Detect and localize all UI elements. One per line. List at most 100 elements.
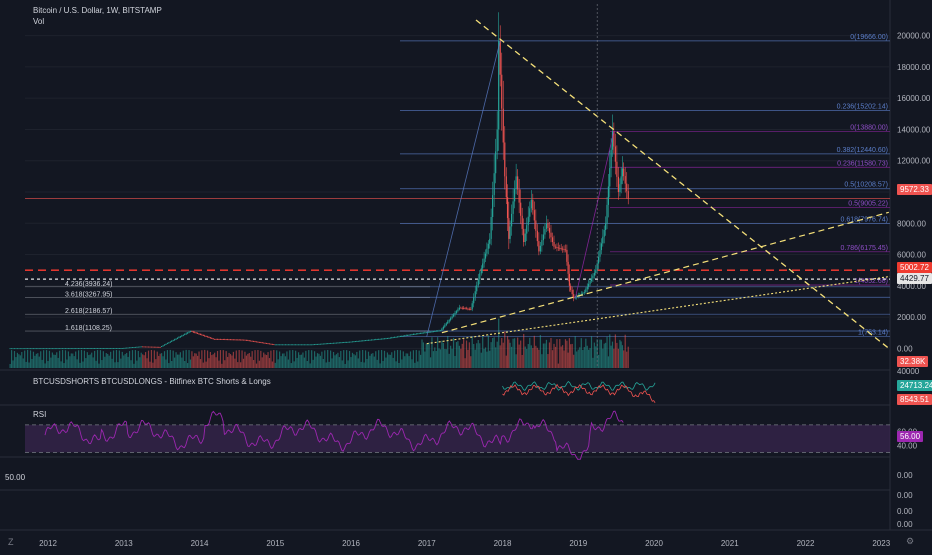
volume-bar [208, 358, 210, 368]
candle-body [527, 216, 529, 226]
volume-bar [520, 340, 522, 368]
volume-bar [624, 334, 626, 368]
candle-body [172, 340, 174, 341]
volume-bar [493, 337, 495, 368]
volume-bar [228, 352, 230, 368]
volume-bar [88, 355, 90, 368]
volume-bar [312, 359, 314, 368]
volume-bar [73, 356, 75, 368]
candle-body [79, 348, 81, 350]
volume-bar [244, 351, 246, 368]
candle-body [620, 176, 622, 185]
volume-bar [322, 358, 324, 368]
candle-body [508, 218, 510, 239]
time-tick-label: 2017 [418, 539, 436, 548]
candle-body [99, 348, 102, 349]
volume-bar [535, 345, 537, 368]
volume-bar [265, 355, 268, 368]
volume-bar [428, 342, 430, 368]
candle-body [386, 338, 389, 339]
volume-bar [351, 352, 354, 368]
candle-body [539, 245, 541, 252]
candle-body [161, 346, 163, 348]
volume-bar [143, 355, 145, 368]
volume-bar [59, 350, 61, 368]
volume-bar [248, 353, 250, 368]
volume-bar [398, 362, 400, 368]
volume-bar [255, 363, 258, 368]
volume-bar [414, 362, 416, 368]
candle-body [538, 241, 540, 252]
candle-body [441, 328, 443, 331]
candle-body [64, 348, 67, 350]
volume-bar [43, 350, 45, 368]
candle-body [476, 285, 478, 292]
candle-body [82, 348, 84, 350]
volume-bar [16, 352, 19, 368]
volume-bar [505, 355, 507, 368]
volume-bar [452, 337, 455, 368]
volume-bar [80, 350, 83, 368]
volume-bar [438, 348, 440, 368]
candle-body [191, 331, 193, 332]
volume-bar [134, 350, 137, 368]
volume-bar [607, 356, 609, 368]
candle-body [545, 223, 548, 229]
candle-body [115, 348, 118, 349]
candle-body [234, 339, 236, 341]
candle-body [284, 344, 287, 346]
candle-body [417, 333, 419, 335]
candle-body [89, 348, 91, 349]
volume-bar [378, 350, 380, 368]
volume-bar [455, 342, 458, 368]
volume-bar [445, 349, 447, 368]
zoom-icon[interactable]: Z [8, 537, 14, 547]
candle-body [50, 348, 52, 350]
volume-bar [340, 351, 342, 368]
candle-body [24, 348, 26, 350]
volume-bar [463, 338, 465, 368]
volume-bar [470, 356, 472, 368]
volume-bar [34, 355, 36, 368]
candle-body [424, 332, 426, 334]
candle-body [389, 337, 391, 339]
volume-bar [454, 356, 456, 368]
bottom-pane-tick-label: 0.00 [897, 471, 913, 480]
candle-body [149, 346, 151, 348]
volume-bar [82, 361, 84, 368]
candle-body [373, 339, 375, 341]
candle-body [303, 344, 305, 346]
volume-bar [149, 361, 151, 368]
volume-bar [292, 350, 294, 368]
candle-body [91, 348, 93, 349]
volume-bar [474, 349, 476, 368]
candle-body [69, 348, 71, 350]
candle-body [570, 285, 572, 290]
volume-bar [176, 354, 179, 368]
candle-body [496, 129, 498, 152]
candle-body [194, 332, 196, 333]
candle-body [112, 348, 115, 349]
volume-bar [337, 352, 339, 368]
candle-body [195, 332, 197, 334]
candle-body [29, 348, 32, 350]
candle-body [458, 307, 460, 310]
candle-body [556, 247, 558, 248]
volume-bar [590, 336, 593, 368]
volume-bar [185, 349, 187, 368]
volume-bar [324, 350, 326, 368]
candle-body [605, 223, 607, 230]
volume-bar [517, 337, 519, 368]
settings-icon[interactable]: ⚙ [906, 536, 915, 546]
volume-bar [270, 350, 272, 368]
volume-bar [547, 354, 549, 368]
candle-body [505, 176, 507, 198]
candle-body [136, 346, 138, 348]
volume-bar [76, 359, 78, 368]
volume-bar [159, 353, 161, 368]
candle-body [15, 348, 17, 350]
price-tick-label: 16000.00 [897, 94, 931, 103]
volume-bar [98, 363, 100, 368]
